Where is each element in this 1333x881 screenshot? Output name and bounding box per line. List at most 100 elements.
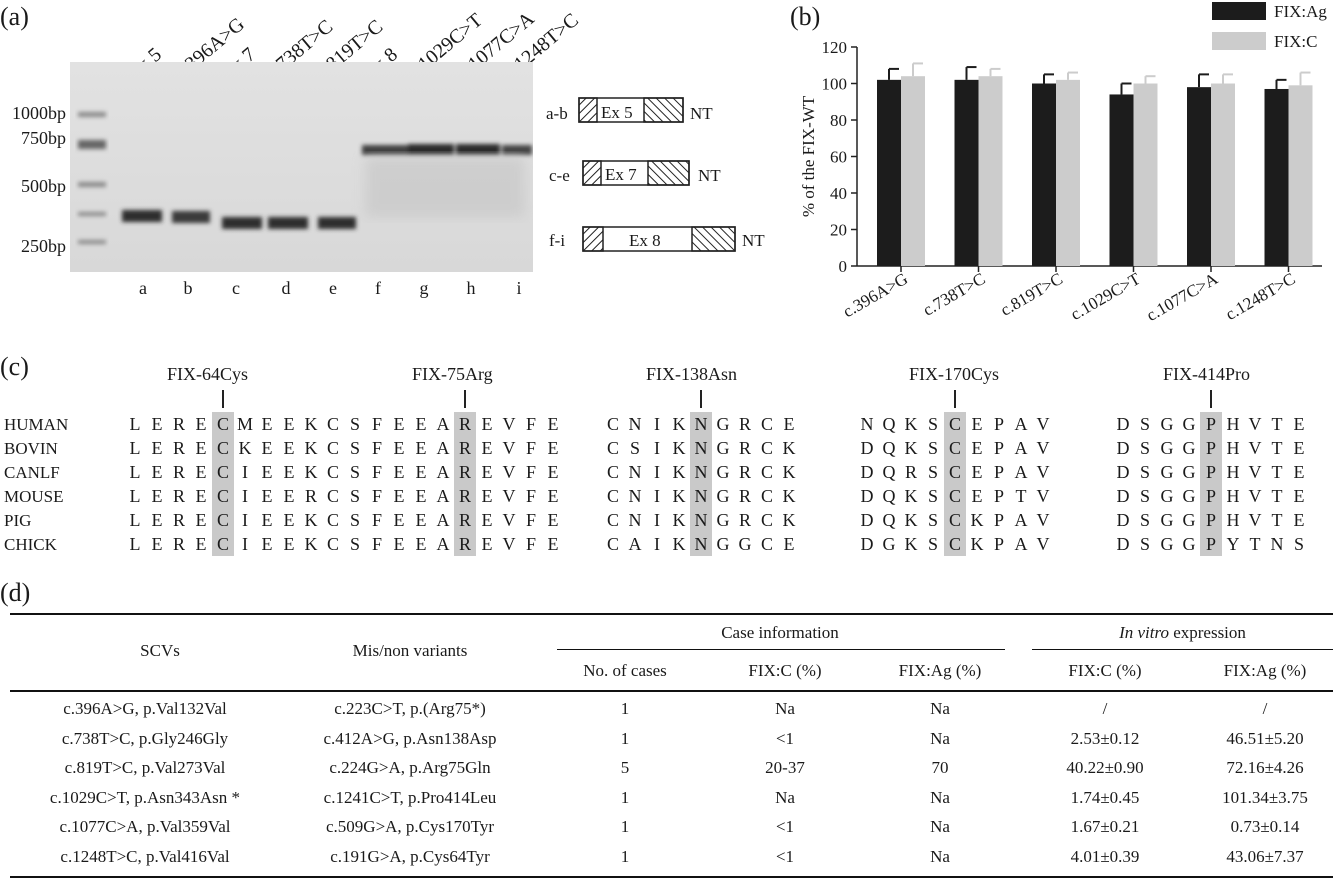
- residue: E: [1293, 414, 1305, 434]
- header-fixc-invitro: FIX:C (%): [1068, 661, 1142, 680]
- table-cell: Na: [930, 699, 950, 718]
- y-tick-label: 100: [822, 75, 848, 94]
- table-cell: 43.06±7.37: [1226, 846, 1304, 866]
- species-name: HUMAN: [4, 415, 69, 434]
- residue: G: [738, 534, 752, 554]
- residue: K: [904, 438, 918, 458]
- residue: G: [1160, 414, 1174, 434]
- residue: I: [242, 510, 248, 530]
- residue: G: [716, 486, 730, 506]
- residue: R: [738, 510, 751, 530]
- residue: C: [760, 486, 773, 506]
- residue-position-label: FIX-170Cys: [909, 364, 1000, 384]
- residue: D: [1116, 486, 1130, 506]
- residue: T: [1015, 486, 1027, 506]
- residue: V: [502, 438, 516, 458]
- residue: D: [1116, 414, 1130, 434]
- panel-a-label: (a): [0, 2, 29, 31]
- residue: N: [860, 414, 874, 434]
- species-name: CHICK: [4, 535, 57, 554]
- residue: G: [882, 534, 896, 554]
- residue: F: [525, 510, 536, 530]
- residue: I: [242, 462, 248, 482]
- conserved-residue: N: [690, 532, 712, 556]
- residue: E: [283, 438, 295, 458]
- residue: E: [971, 462, 983, 482]
- residue: G: [1160, 486, 1174, 506]
- conserved-residue: C: [212, 484, 234, 508]
- residue: C: [760, 462, 773, 482]
- residue: E: [481, 534, 493, 554]
- conserved-residue: C: [944, 436, 966, 460]
- residue: D: [860, 438, 874, 458]
- residue: R: [738, 486, 751, 506]
- residue: E: [415, 486, 427, 506]
- species-name: MOUSE: [4, 487, 64, 506]
- residue: G: [1160, 462, 1174, 482]
- residue: S: [349, 414, 360, 434]
- table-cell: c.1029C>T, p.Asn343Asn *: [49, 787, 241, 807]
- residue: K: [304, 414, 318, 434]
- residue: K: [672, 486, 686, 506]
- residue: S: [927, 486, 938, 506]
- residue: G: [1182, 486, 1196, 506]
- residue: E: [481, 462, 493, 482]
- bp-label-750: 750bp: [21, 128, 66, 148]
- residue: K: [904, 534, 918, 554]
- residue: D: [860, 462, 874, 482]
- residue: D: [860, 486, 874, 506]
- residue: E: [151, 510, 163, 530]
- residue: S: [927, 438, 938, 458]
- table-cell: 70: [931, 758, 949, 777]
- conserved-residue: C: [212, 508, 234, 532]
- residue: G: [716, 534, 730, 554]
- header-fixag-case: FIX:Ag (%): [898, 661, 982, 680]
- table-cell: Na: [930, 787, 950, 807]
- legend-swatch: [1212, 32, 1266, 50]
- case-info-rule: [557, 649, 1005, 650]
- residue: A: [1014, 438, 1028, 458]
- bar-fixag: [1032, 83, 1056, 266]
- table-cell: 1: [620, 728, 630, 748]
- table-cell: 101.34±3.75: [1222, 787, 1308, 807]
- diagram-group-ce: c-e: [549, 166, 570, 185]
- residue: C: [606, 534, 619, 554]
- residue: C: [326, 486, 339, 506]
- residue: C: [326, 462, 339, 482]
- residue: E: [151, 534, 163, 554]
- legend-swatch: [1212, 2, 1266, 20]
- residue: G: [1182, 462, 1196, 482]
- y-tick-label: 0: [839, 257, 848, 276]
- panel-d-label: (d): [0, 578, 31, 607]
- residue: R: [172, 438, 185, 458]
- residue: E: [195, 414, 207, 434]
- header-scvs: SCVs: [140, 641, 180, 660]
- x-tick-label: c.1077C>A: [1143, 269, 1222, 325]
- ex8-construct-diagram: [582, 226, 736, 252]
- residue: C: [760, 534, 773, 554]
- conserved-residue: P: [1200, 532, 1222, 556]
- residue: E: [195, 438, 207, 458]
- residue: K: [672, 462, 686, 482]
- residue: P: [993, 486, 1004, 506]
- table-cell: /: [1262, 699, 1268, 718]
- ex5-construct-diagram: [578, 97, 684, 123]
- y-axis-label: % of the FIX-WT: [799, 95, 818, 217]
- residue: H: [1226, 438, 1240, 458]
- residue: T: [1271, 510, 1283, 530]
- residue: A: [436, 486, 450, 506]
- species-name: PIG: [4, 511, 32, 530]
- residue: C: [760, 438, 773, 458]
- residue: F: [525, 414, 536, 434]
- residue: E: [283, 414, 295, 434]
- diagram-group-ab: a-b: [546, 104, 568, 123]
- residue: E: [393, 462, 405, 482]
- residue: E: [393, 534, 405, 554]
- residue: E: [971, 414, 983, 434]
- residue: E: [1293, 438, 1305, 458]
- residue: F: [525, 438, 536, 458]
- residue: I: [654, 438, 660, 458]
- conserved-residue: P: [1200, 508, 1222, 532]
- conserved-residue: N: [690, 436, 712, 460]
- residue: V: [1036, 462, 1050, 482]
